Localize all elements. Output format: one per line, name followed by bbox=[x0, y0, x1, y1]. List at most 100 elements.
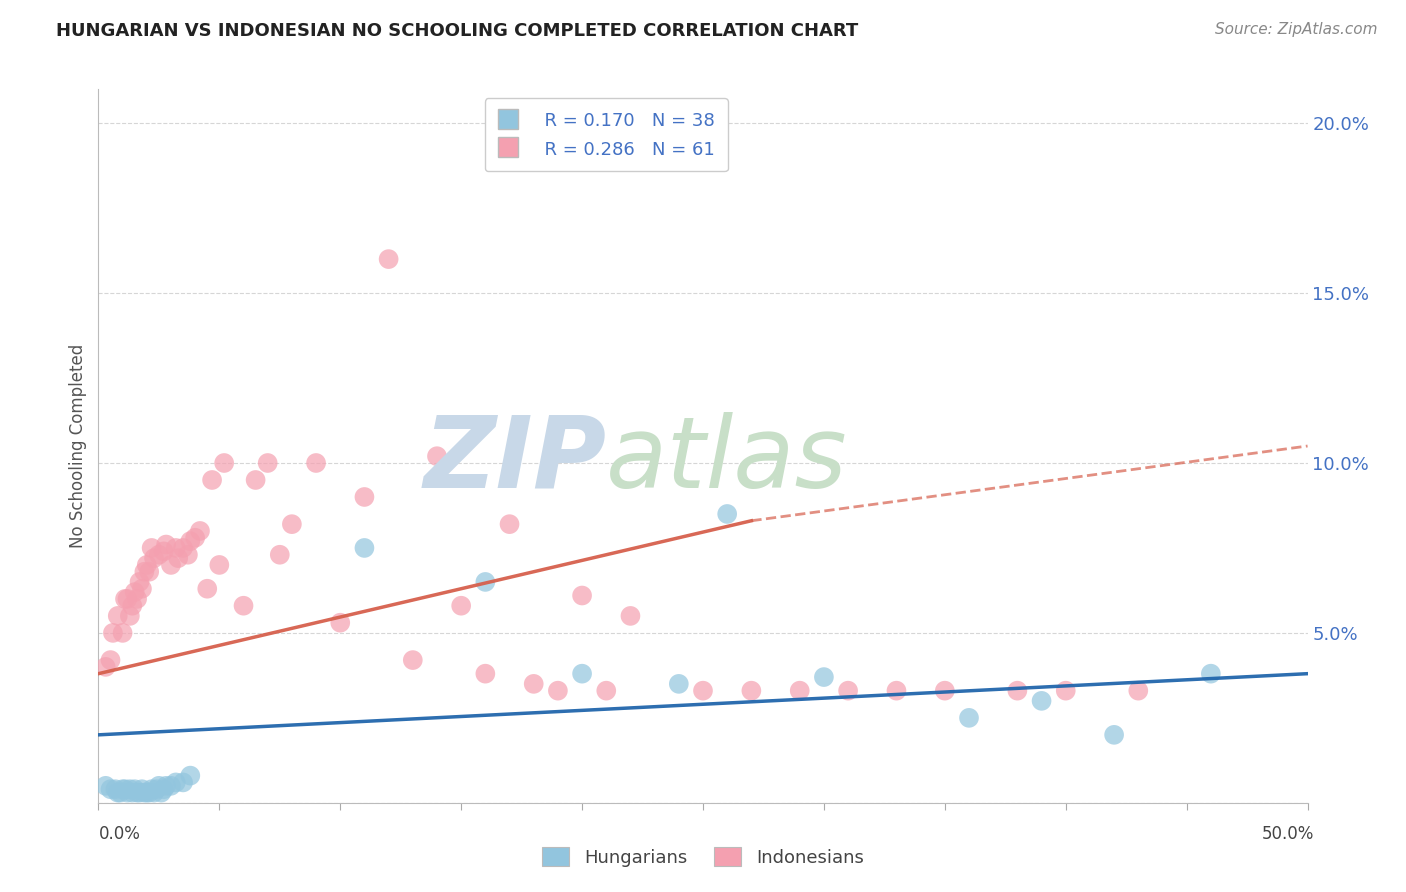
Point bbox=[1054, 683, 1077, 698]
Point bbox=[172, 775, 194, 789]
Point bbox=[135, 558, 157, 572]
Point bbox=[668, 677, 690, 691]
Point bbox=[134, 786, 156, 800]
Point bbox=[121, 599, 143, 613]
Point bbox=[245, 473, 267, 487]
Point bbox=[138, 565, 160, 579]
Point bbox=[152, 782, 174, 797]
Point bbox=[353, 541, 375, 555]
Point bbox=[117, 786, 139, 800]
Point bbox=[1031, 694, 1053, 708]
Point bbox=[100, 653, 122, 667]
Point bbox=[141, 782, 163, 797]
Point bbox=[131, 782, 153, 797]
Point bbox=[138, 786, 160, 800]
Point bbox=[117, 591, 139, 606]
Point bbox=[128, 574, 150, 589]
Point bbox=[145, 782, 167, 797]
Text: ZIP: ZIP bbox=[423, 412, 606, 508]
Point bbox=[143, 551, 166, 566]
Point bbox=[179, 534, 201, 549]
Point bbox=[212, 456, 235, 470]
Point bbox=[107, 786, 129, 800]
Point bbox=[101, 626, 124, 640]
Point bbox=[111, 782, 134, 797]
Text: atlas: atlas bbox=[606, 412, 848, 508]
Point bbox=[474, 574, 496, 589]
Text: Source: ZipAtlas.com: Source: ZipAtlas.com bbox=[1215, 22, 1378, 37]
Point bbox=[353, 490, 375, 504]
Point bbox=[155, 537, 177, 551]
Point bbox=[124, 782, 146, 797]
Point bbox=[114, 591, 136, 606]
Point bbox=[934, 683, 956, 698]
Point bbox=[111, 626, 134, 640]
Point bbox=[152, 544, 174, 558]
Point bbox=[281, 517, 304, 532]
Point bbox=[160, 779, 183, 793]
Text: 0.0%: 0.0% bbox=[98, 825, 141, 843]
Point bbox=[716, 507, 738, 521]
Y-axis label: No Schooling Completed: No Schooling Completed bbox=[69, 344, 87, 548]
Point bbox=[143, 786, 166, 800]
Point bbox=[402, 653, 425, 667]
Point bbox=[498, 517, 520, 532]
Point bbox=[1199, 666, 1222, 681]
Point bbox=[813, 670, 835, 684]
Point bbox=[121, 786, 143, 800]
Point bbox=[118, 608, 141, 623]
Point bbox=[1007, 683, 1029, 698]
Point bbox=[595, 683, 617, 698]
Point bbox=[547, 683, 569, 698]
Point bbox=[177, 548, 200, 562]
Point bbox=[571, 589, 593, 603]
Point bbox=[148, 779, 170, 793]
Point bbox=[94, 660, 117, 674]
Point bbox=[165, 775, 187, 789]
Point bbox=[269, 548, 291, 562]
Point bbox=[837, 683, 859, 698]
Point bbox=[523, 677, 546, 691]
Point bbox=[201, 473, 224, 487]
Point bbox=[619, 608, 641, 623]
Point bbox=[160, 558, 183, 572]
Point bbox=[94, 779, 117, 793]
Point bbox=[165, 541, 187, 555]
Point bbox=[886, 683, 908, 698]
Point bbox=[184, 531, 207, 545]
Point bbox=[148, 548, 170, 562]
Point bbox=[172, 541, 194, 555]
Point bbox=[256, 456, 278, 470]
Point bbox=[179, 769, 201, 783]
Point bbox=[128, 786, 150, 800]
Point bbox=[692, 683, 714, 698]
Point bbox=[155, 779, 177, 793]
Point bbox=[195, 582, 218, 596]
Point bbox=[131, 582, 153, 596]
Point bbox=[167, 551, 190, 566]
Text: HUNGARIAN VS INDONESIAN NO SCHOOLING COMPLETED CORRELATION CHART: HUNGARIAN VS INDONESIAN NO SCHOOLING COM… bbox=[56, 22, 859, 40]
Point bbox=[107, 608, 129, 623]
Point bbox=[740, 683, 762, 698]
Point bbox=[127, 786, 149, 800]
Point bbox=[108, 786, 131, 800]
Point bbox=[127, 591, 149, 606]
Point bbox=[134, 565, 156, 579]
Point bbox=[789, 683, 811, 698]
Point bbox=[188, 524, 211, 538]
Text: 50.0%: 50.0% bbox=[1263, 825, 1315, 843]
Point bbox=[208, 558, 231, 572]
Point bbox=[474, 666, 496, 681]
Legend: Hungarians, Indonesians: Hungarians, Indonesians bbox=[533, 838, 873, 876]
Point bbox=[450, 599, 472, 613]
Point bbox=[141, 541, 163, 555]
Point bbox=[100, 782, 122, 797]
Point bbox=[124, 585, 146, 599]
Point bbox=[329, 615, 352, 630]
Point bbox=[232, 599, 254, 613]
Point bbox=[1128, 683, 1150, 698]
Point bbox=[104, 782, 127, 797]
Point bbox=[1102, 728, 1125, 742]
Point bbox=[135, 786, 157, 800]
Point bbox=[957, 711, 980, 725]
